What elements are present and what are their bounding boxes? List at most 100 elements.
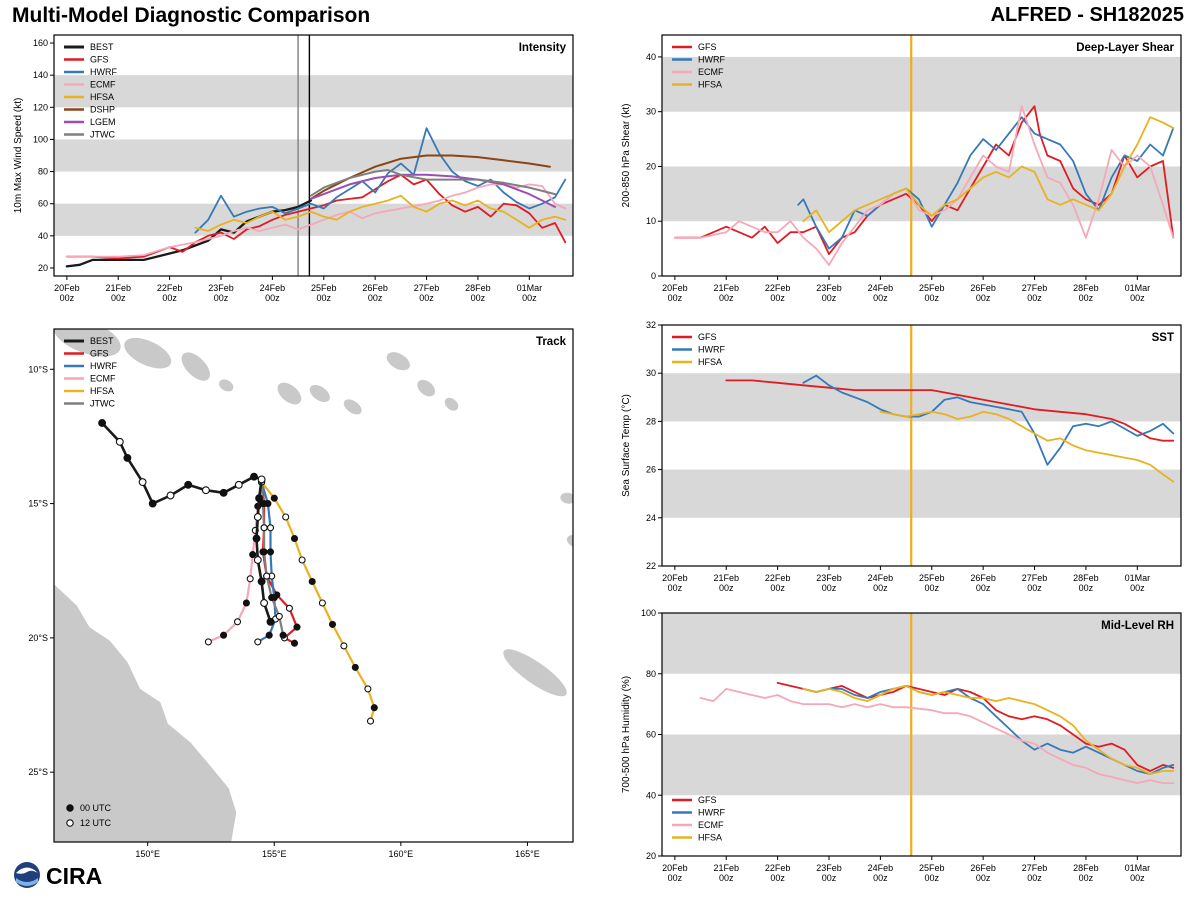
legend-label-gfs: GFS <box>90 55 109 65</box>
x-tick-label: 01Mar 00z <box>1125 283 1151 303</box>
legend-marker-open <box>66 819 74 827</box>
legend-label-hfsa: HFSA <box>698 357 722 367</box>
marker-00utc <box>279 631 287 639</box>
rh-chart: 20Feb 00z 21Feb 00z 22Feb 00z 23Feb 00z 24Feb 00z… <box>621 608 1182 883</box>
legend-label-hwrf: HWRF <box>698 345 725 355</box>
landmass-island <box>181 352 210 381</box>
marker-12utc <box>257 475 266 484</box>
marker-12utc <box>115 437 124 446</box>
marker-12utc <box>201 486 210 495</box>
panel-title: Mid-Level RH <box>1101 620 1174 632</box>
marker-00utc <box>370 704 378 712</box>
x-tick-label: 01Mar 00z <box>1125 573 1151 593</box>
y-tick-label: 140 <box>33 70 48 80</box>
x-tick-label: 28Feb 00z <box>1073 283 1099 303</box>
y-tick-label: 120 <box>33 102 48 112</box>
y-tick-label: 30 <box>646 107 656 117</box>
noaa-wave-icon <box>16 878 38 886</box>
marker-00utc <box>290 639 299 647</box>
x-tick-label: 20Feb 00z <box>662 863 688 883</box>
marker-00utc <box>266 617 275 626</box>
x-tick-label: 27Feb 00z <box>1022 283 1048 303</box>
series-hfsa <box>802 685 1175 775</box>
y-tick-label: 100 <box>33 134 48 144</box>
series-lgem <box>309 173 556 208</box>
marker-00utc <box>257 577 266 586</box>
noaa-gull-icon <box>16 867 38 874</box>
y-tick-label: 60 <box>646 730 656 740</box>
x-tick-label: 28Feb 00z <box>465 283 491 303</box>
series-hfsa <box>879 410 1175 483</box>
marker-12utc <box>266 524 275 532</box>
x-tick-label: 25Feb 00z <box>919 573 945 593</box>
legend-label-hfsa: HFSA <box>90 92 114 102</box>
y-tick-label: 100 <box>641 608 656 618</box>
series-best <box>100 421 272 624</box>
marker-00utc <box>219 488 228 497</box>
marker-00utc <box>220 631 228 639</box>
track-map: 150°E 155°E 160°E 165°E 10°S 15°S 20°S 25°S Trac… <box>28 328 574 859</box>
x-tick-label: 24Feb 00z <box>868 863 894 883</box>
y-tick-label: 20 <box>38 263 48 273</box>
y-tick-label: 10°S <box>28 364 48 374</box>
x-tick-label: 21Feb 00z <box>713 573 739 593</box>
marker-12utc <box>253 556 262 564</box>
marker-00utc <box>123 453 132 462</box>
marker-12utc <box>275 612 283 620</box>
y-tick-label: 60 <box>38 199 48 209</box>
x-tick-label: 22Feb 00z <box>157 283 183 303</box>
x-tick-label: 28Feb 00z <box>1073 573 1099 593</box>
landmass-island <box>566 534 573 548</box>
shade-band <box>662 734 1181 796</box>
series-best <box>65 199 313 268</box>
x-tick-label: 25Feb 00z <box>311 283 337 303</box>
plot-frame <box>53 34 574 277</box>
x-tick-label: 20Feb 00z <box>54 283 80 303</box>
marker-12utc <box>138 478 147 487</box>
plot-frame <box>661 34 1182 277</box>
marker-12utc <box>260 599 269 607</box>
noaa-cira-logo: CIRA <box>14 862 102 889</box>
x-tick-label: 23Feb 00z <box>816 863 842 883</box>
y-tick-label: 32 <box>646 320 656 330</box>
y-tick-label: 80 <box>646 669 656 679</box>
marker-12utc <box>263 572 271 580</box>
shade-band <box>54 139 573 172</box>
y-tick-label: 20 <box>646 161 656 171</box>
panel-title: Track <box>536 336 567 348</box>
x-tick-label: 28Feb 00z <box>1073 863 1099 883</box>
legend-label-gfs: GFS <box>698 795 717 805</box>
x-tick-label: 26Feb 00z <box>362 283 388 303</box>
series-jtwc <box>309 169 556 197</box>
x-tick-label: 21Feb 00z <box>713 863 739 883</box>
y-tick-label: 15°S <box>28 499 48 509</box>
y-tick-label: 20 <box>646 851 656 861</box>
marker-12utc <box>340 642 348 650</box>
x-tick-label: 26Feb 00z <box>970 863 996 883</box>
y-tick-label: 80 <box>38 167 48 177</box>
intensity-chart: 20Feb 00z 21Feb 00z 22Feb 00z 23Feb 00z 24Feb 00z… <box>13 34 574 303</box>
marker-00utc <box>184 480 193 489</box>
x-tick-label: 27Feb 00z <box>414 283 440 303</box>
x-tick-label: 23Feb 00z <box>208 283 234 303</box>
x-tick-label: 22Feb 00z <box>765 283 791 303</box>
cira-logo-text: CIRA <box>46 863 102 889</box>
shade-band <box>54 75 573 108</box>
x-tick-label: 22Feb 00z <box>765 573 791 593</box>
y-tick-label: 20°S <box>28 633 48 643</box>
x-tick-label: 21Feb 00z <box>713 283 739 303</box>
panel-title: SST <box>1152 332 1174 344</box>
y-tick-label: 160 <box>33 38 48 48</box>
y-tick-label: 40 <box>646 52 656 62</box>
marker-00utc <box>250 472 258 481</box>
x-tick-label: 24Feb 00z <box>260 283 286 303</box>
panel-title: Deep-Layer Shear <box>1076 42 1174 54</box>
marker-00utc <box>242 599 250 607</box>
y-tick-label: 40 <box>646 790 656 800</box>
series-gfs <box>65 173 567 260</box>
legend-label-hfsa: HFSA <box>698 833 722 843</box>
series-ecmf <box>699 688 1175 784</box>
legend-label-jtwc: JTWC <box>90 130 115 140</box>
x-tick-label: 20Feb 00z <box>662 573 688 593</box>
